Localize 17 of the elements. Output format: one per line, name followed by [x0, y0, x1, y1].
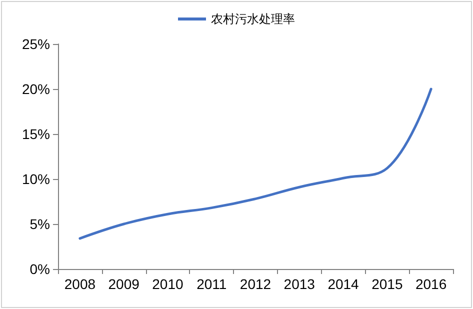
x-tick-label: 2011 — [196, 276, 227, 292]
x-tick-label: 2010 — [152, 276, 184, 292]
y-tick-label: 0% — [30, 261, 50, 277]
x-tick-label: 2009 — [108, 276, 140, 292]
y-tick-label: 20% — [22, 81, 50, 97]
x-tick-label: 2014 — [328, 276, 360, 292]
x-tick-label: 2015 — [372, 276, 403, 292]
line-series — [78, 88, 432, 240]
x-tick-label: 2016 — [415, 276, 447, 292]
x-tick-label: 2012 — [240, 276, 272, 292]
y-tick-label: 5% — [30, 216, 50, 232]
y-tick-label: 10% — [22, 171, 50, 187]
legend-label: 农村污水处理率 — [211, 12, 295, 26]
x-tick-label: 2008 — [64, 276, 96, 292]
y-tick-label: 15% — [22, 126, 50, 142]
y-tick-label: 25% — [22, 36, 50, 52]
x-tick-label: 2013 — [284, 276, 316, 292]
